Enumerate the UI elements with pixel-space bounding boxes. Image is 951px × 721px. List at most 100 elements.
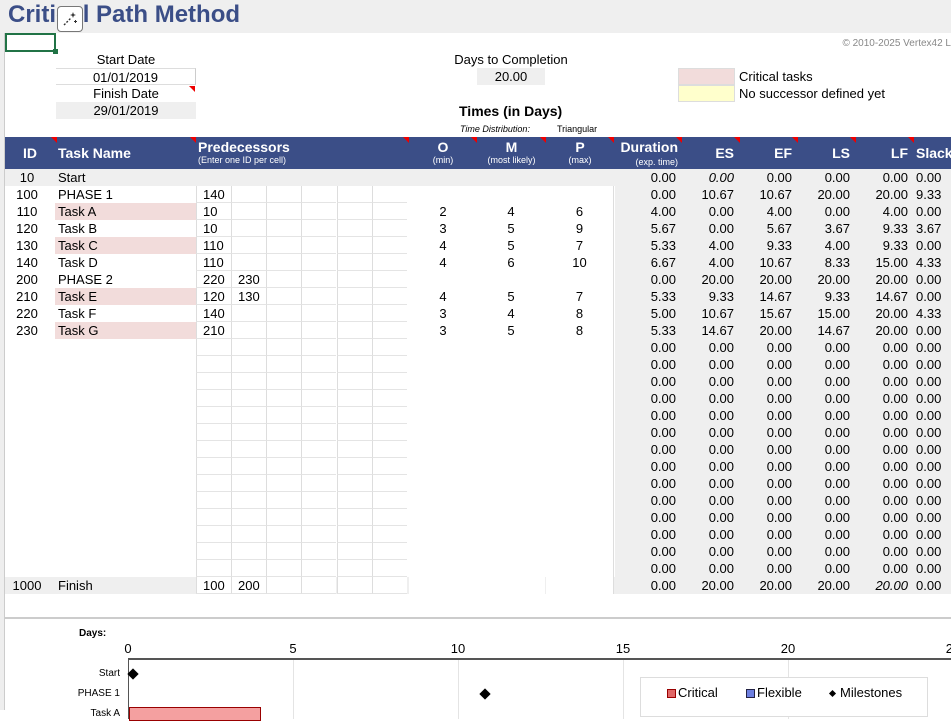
id-cell[interactable] [5, 509, 55, 526]
predecessor-cell[interactable] [231, 390, 266, 407]
predecessor-cell[interactable]: 200 [231, 577, 266, 594]
predecessor-cell[interactable] [266, 305, 301, 322]
m-cell[interactable] [477, 526, 545, 543]
o-cell[interactable]: 3 [409, 220, 477, 237]
predecessor-cell[interactable] [266, 577, 301, 594]
predecessor-cell[interactable] [266, 220, 301, 237]
p-cell[interactable]: 7 [546, 237, 614, 254]
m-cell[interactable]: 5 [477, 322, 545, 339]
time-distribution-value[interactable]: Triangular [557, 124, 598, 134]
task-name-cell[interactable]: Task E [55, 288, 196, 305]
predecessor-cell[interactable] [301, 322, 336, 339]
o-cell[interactable]: 3 [409, 322, 477, 339]
p-cell[interactable] [546, 373, 614, 390]
predecessor-cell[interactable] [301, 492, 336, 509]
predecessor-cell[interactable] [231, 458, 266, 475]
predecessor-cell[interactable] [196, 543, 231, 560]
predecessor-cell[interactable] [301, 220, 336, 237]
predecessor-cell[interactable] [301, 407, 336, 424]
predecessor-cell[interactable] [337, 458, 372, 475]
predecessor-cell[interactable] [231, 526, 266, 543]
predecessor-cell[interactable] [372, 220, 407, 237]
predecessor-cell[interactable] [301, 543, 336, 560]
p-cell[interactable] [546, 271, 614, 288]
predecessor-cell[interactable] [231, 186, 266, 203]
predecessor-cell[interactable] [301, 339, 336, 356]
predecessor-cell[interactable] [266, 373, 301, 390]
predecessor-cell[interactable] [372, 288, 407, 305]
o-cell[interactable] [409, 407, 477, 424]
predecessor-cell[interactable] [372, 475, 407, 492]
predecessor-cell[interactable] [301, 560, 336, 577]
predecessor-cell[interactable] [231, 254, 266, 271]
p-cell[interactable]: 7 [546, 288, 614, 305]
id-cell[interactable]: 100 [16, 187, 38, 202]
predecessor-cell[interactable] [337, 237, 372, 254]
predecessor-cell[interactable] [266, 492, 301, 509]
predecessor-cell[interactable] [266, 441, 301, 458]
selected-cell[interactable] [5, 33, 58, 54]
task-name-cell[interactable] [55, 509, 196, 526]
predecessor-cell[interactable] [372, 441, 407, 458]
predecessor-cell[interactable] [372, 339, 407, 356]
p-cell[interactable] [546, 560, 614, 577]
predecessor-cell[interactable] [196, 373, 231, 390]
id-cell[interactable]: 230 [16, 323, 38, 338]
predecessor-cell[interactable] [337, 424, 372, 441]
m-cell[interactable] [477, 390, 545, 407]
task-name-cell[interactable]: Finish [58, 578, 93, 593]
predecessor-cell[interactable] [231, 475, 266, 492]
task-name-cell[interactable] [55, 373, 196, 390]
predecessor-cell[interactable] [266, 543, 301, 560]
task-name-cell[interactable]: Task F [58, 306, 97, 321]
predecessor-cell[interactable] [196, 339, 231, 356]
predecessor-cell[interactable] [301, 186, 336, 203]
predecessor-cell[interactable] [266, 288, 301, 305]
predecessor-cell[interactable] [266, 526, 301, 543]
id-cell[interactable]: 220 [16, 306, 38, 321]
predecessor-cell[interactable] [372, 560, 407, 577]
predecessor-cell[interactable] [301, 356, 336, 373]
predecessor-cell[interactable] [266, 390, 301, 407]
m-cell[interactable] [477, 407, 545, 424]
p-cell[interactable] [546, 526, 614, 543]
predecessor-cell[interactable] [266, 424, 301, 441]
predecessor-cell[interactable] [266, 509, 301, 526]
predecessor-cell[interactable] [266, 560, 301, 577]
predecessor-cell[interactable] [301, 509, 336, 526]
predecessor-cell[interactable]: 10 [196, 220, 231, 237]
m-cell[interactable]: 4 [477, 203, 545, 220]
predecessor-cell[interactable] [372, 271, 407, 288]
predecessor-cell[interactable] [231, 543, 266, 560]
predecessor-cell[interactable] [196, 407, 231, 424]
predecessor-cell[interactable]: 10 [196, 203, 231, 220]
p-cell[interactable] [546, 186, 614, 203]
o-cell[interactable] [409, 475, 477, 492]
p-cell[interactable]: 10 [546, 254, 614, 271]
predecessor-cell[interactable] [372, 492, 407, 509]
o-cell[interactable] [409, 526, 477, 543]
predecessor-cell[interactable] [231, 237, 266, 254]
m-cell[interactable] [477, 560, 545, 577]
id-cell[interactable] [5, 543, 55, 560]
predecessor-cell[interactable] [301, 390, 336, 407]
predecessor-cell[interactable]: 120 [196, 288, 231, 305]
predecessor-cell[interactable] [196, 356, 231, 373]
predecessor-cell[interactable] [301, 441, 336, 458]
p-cell[interactable] [546, 458, 614, 475]
predecessor-cell[interactable] [196, 424, 231, 441]
predecessor-cell[interactable] [337, 322, 372, 339]
predecessor-cell[interactable] [301, 373, 336, 390]
predecessor-cell[interactable] [231, 492, 266, 509]
task-name-cell[interactable] [55, 339, 196, 356]
magic-wand-icon[interactable] [57, 6, 83, 32]
predecessor-cell[interactable] [372, 254, 407, 271]
predecessor-cell[interactable] [372, 577, 407, 594]
predecessor-cell[interactable] [301, 577, 336, 594]
m-cell[interactable] [477, 543, 545, 560]
m-cell[interactable] [477, 509, 545, 526]
task-name-cell[interactable] [55, 441, 196, 458]
m-cell[interactable] [477, 339, 545, 356]
o-cell[interactable] [409, 424, 477, 441]
id-cell[interactable] [5, 492, 55, 509]
